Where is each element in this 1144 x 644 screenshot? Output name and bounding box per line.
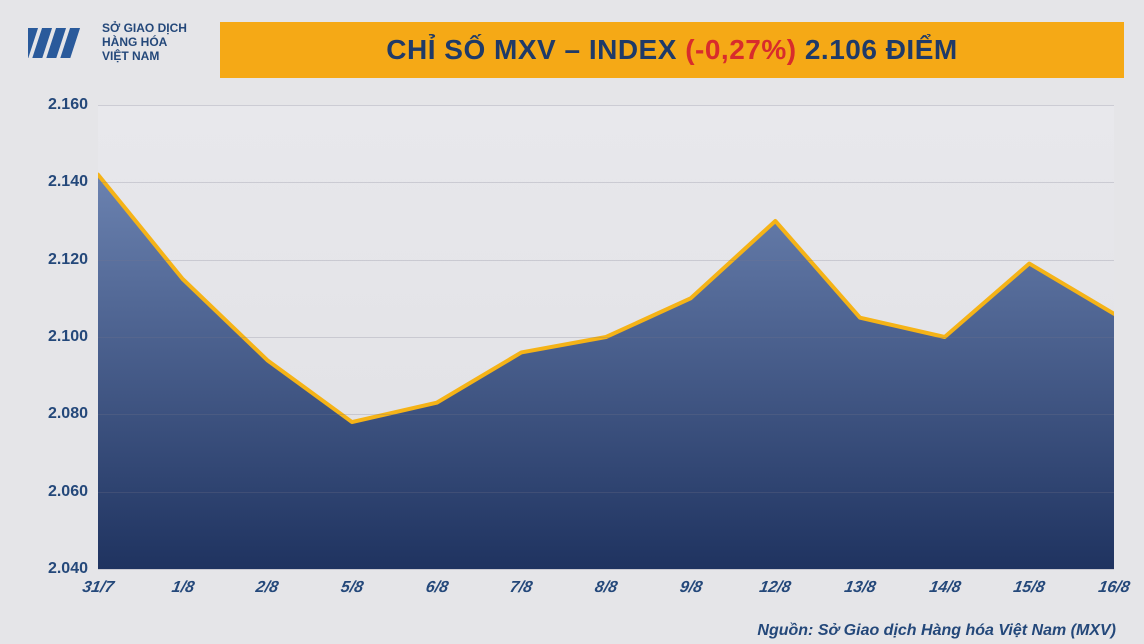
x-axis-label: 14/8 xyxy=(927,579,961,597)
gridline xyxy=(98,414,1114,415)
logo-block: SỞ GIAO DỊCH HÀNG HÓA VIỆT NAM xyxy=(28,18,187,68)
x-axis-label: 9/8 xyxy=(678,579,703,597)
y-axis-label: 2.080 xyxy=(28,405,88,423)
x-axis-label: 6/8 xyxy=(424,579,449,597)
x-axis-label: 2/8 xyxy=(255,579,280,597)
gridline xyxy=(98,492,1114,493)
logo-line3: VIỆT NAM xyxy=(102,50,187,64)
x-axis-label: 5/8 xyxy=(339,579,364,597)
x-axis-label: 1/8 xyxy=(170,579,195,597)
x-axis-label: 8/8 xyxy=(593,579,618,597)
y-axis-label: 2.140 xyxy=(28,173,88,191)
x-axis-label: 12/8 xyxy=(758,579,792,597)
title-suffix: 2.106 ĐIỂM xyxy=(797,34,958,65)
plot-area xyxy=(98,105,1114,569)
gridline xyxy=(98,337,1114,338)
x-axis-label: 7/8 xyxy=(509,579,534,597)
x-axis-label: 16/8 xyxy=(1097,579,1131,597)
x-axis-label: 13/8 xyxy=(843,579,877,597)
title-pct: (-0,27%) xyxy=(685,34,796,65)
logo-line2: HÀNG HÓA xyxy=(102,36,187,50)
y-axis-label: 2.060 xyxy=(28,483,88,501)
chart-container: 2.040 2.060 2.080 2.100 2.120 2.140 2.160 31/7 1… xyxy=(28,95,1124,619)
y-axis-label: 2.040 xyxy=(28,560,88,578)
x-axis-label: 15/8 xyxy=(1012,579,1046,597)
gridline xyxy=(98,105,1114,106)
logo-icon xyxy=(28,18,92,68)
y-axis-label: 2.100 xyxy=(28,328,88,346)
y-axis-label: 2.120 xyxy=(28,251,88,269)
chart-title: CHỈ SỐ MXV – INDEX (-0,27%) 2.106 ĐIỂM xyxy=(386,34,957,66)
title-banner: CHỈ SỐ MXV – INDEX (-0,27%) 2.106 ĐIỂM xyxy=(220,22,1124,78)
y-axis-label: 2.160 xyxy=(28,96,88,114)
gridline xyxy=(98,260,1114,261)
title-prefix: CHỈ SỐ MXV – INDEX xyxy=(386,34,685,65)
gridline xyxy=(98,182,1114,183)
x-axis-label: 31/7 xyxy=(81,579,115,597)
logo-text: SỞ GIAO DỊCH HÀNG HÓA VIỆT NAM xyxy=(102,22,187,63)
gridline xyxy=(98,569,1114,570)
source-attribution: Nguồn: Sở Giao dịch Hàng hóa Việt Nam (M… xyxy=(757,622,1116,640)
